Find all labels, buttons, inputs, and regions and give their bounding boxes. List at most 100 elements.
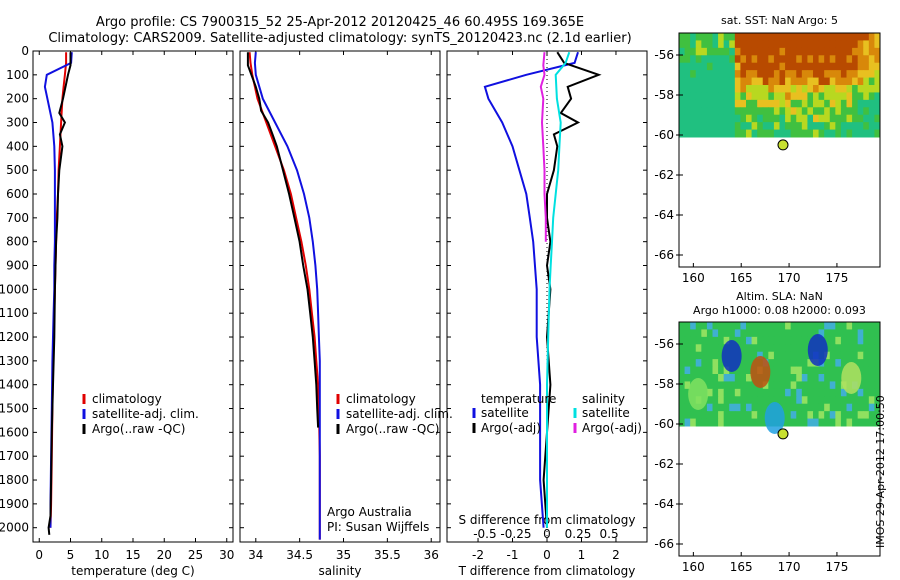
figure-title-line1: Argo profile: CS 7900315_52 25-Apr-2012 … [95, 15, 585, 30]
sla-eddy [841, 362, 862, 394]
temperature-xtick-label: 10 [94, 548, 109, 562]
sla_map-xtick-label: 160 [682, 560, 705, 574]
depth-tick-label: 300 [6, 116, 29, 130]
sst_map-xtick-label: 170 [778, 271, 801, 285]
salinity-diff-tick-label: 0 [543, 527, 551, 541]
sla_map-xtick-label: 165 [730, 560, 753, 574]
sst-map-title: sat. SST: NaN Argo: 5 [721, 14, 838, 27]
difference-xtick-label: 2 [612, 548, 620, 562]
temperature-legend-label: satellite-adj. clim. [92, 407, 199, 421]
sla_map-ytick-label: -58 [654, 377, 674, 391]
difference-series-salinity-sat_salinity [546, 51, 571, 528]
difference-series-temperature-argo [542, 51, 602, 528]
sst_map-xtick-label: 175 [825, 271, 848, 285]
salinity-xlabel: salinity [318, 564, 361, 578]
salinity-diff-tick-label: 0.25 [565, 527, 592, 541]
sla-map-subtitle: Argo h1000: 0.08 h2000: 0.093 [693, 304, 866, 317]
sst_map-ytick-label: -58 [654, 88, 674, 102]
sst_map-ytick-label: -56 [654, 48, 674, 62]
salinity-legend-label: Argo(..raw -QC) [346, 422, 439, 436]
salinity-legend-label: climatology [346, 392, 416, 406]
temperature-xtick-label: 15 [125, 548, 140, 562]
sla-eddy [688, 378, 709, 410]
salinity-xtick-label: 34 [248, 548, 263, 562]
temperature-series-argo [47, 52, 72, 535]
sst_map-ytick-label: -62 [654, 168, 674, 182]
temperature-xtick-label: 5 [67, 548, 75, 562]
sst_map-field [679, 33, 881, 138]
temperature-axes-frame [32, 50, 234, 543]
difference-xlabel: T difference from climatology [458, 564, 636, 578]
difference-xtick-label: 1 [578, 548, 586, 562]
float-owner-label: PI: Susan Wijffels [327, 520, 429, 534]
salinity-xtick-label: 36 [424, 548, 439, 562]
difference-series-temperature-satellite [483, 51, 579, 528]
depth-tick-label: 1000 [0, 282, 29, 296]
depth-tick-label: 2000 [0, 521, 29, 535]
difference-legend-label: satellite [582, 406, 630, 420]
temperature-xtick-label: 20 [157, 548, 172, 562]
difference-xtick-label: -1 [507, 548, 519, 562]
sla_map-ytick-label: -62 [654, 457, 674, 471]
sla_map-field [679, 322, 881, 434]
difference-series-salinity-argo_adj_salinity [539, 52, 547, 242]
sla-eddy [750, 356, 771, 388]
legend-title-salinity: salinity [582, 392, 625, 406]
depth-tick-label: 1200 [0, 330, 29, 344]
sla-map-title: Altim. SLA: NaN [736, 290, 823, 303]
difference-xtick-label: 0 [543, 548, 551, 562]
difference-legend-label: Argo(-adj) [582, 421, 642, 435]
depth-tick-label: 1500 [0, 402, 29, 416]
depth-tick-label: 1600 [0, 425, 29, 439]
sla_map-ytick-label: -64 [654, 497, 674, 511]
sla_map-argo-marker [777, 428, 789, 440]
salinity-xtick-label: 34.5 [286, 548, 313, 562]
depth-tick-label: 200 [6, 92, 29, 106]
sst_map-argo-marker [777, 139, 789, 151]
salinity-xtick-label: 35 [336, 548, 351, 562]
temperature-legend-label: climatology [92, 392, 162, 406]
sla-eddy [721, 340, 742, 372]
legend-title-temperature: temperature [481, 392, 556, 406]
depth-tick-label: 1300 [0, 354, 29, 368]
depth-tick-label: 1100 [0, 306, 29, 320]
salinity-legend-label: satellite-adj. clim. [346, 407, 453, 421]
sst_map-xtick-label: 165 [730, 271, 753, 285]
sla_map-ytick-label: -66 [654, 537, 674, 551]
imos-timestamp: IMOS 29-Apr-2012 17:00:50 [874, 395, 887, 548]
sla_map-ytick-label: -60 [654, 417, 674, 431]
depth-tick-label: 0 [21, 44, 29, 58]
sla_map-ytick-label: -56 [654, 337, 674, 351]
salinity-xtick-label: 35.5 [374, 548, 401, 562]
temperature-legend-label: Argo(..raw -QC) [92, 422, 185, 436]
sst_map-ytick-label: -60 [654, 128, 674, 142]
depth-tick-label: 500 [6, 163, 29, 177]
depth-tick-label: 700 [6, 211, 29, 225]
depth-tick-label: 600 [6, 187, 29, 201]
difference-legend-label: satellite [481, 406, 529, 420]
temperature-xlabel: temperature (deg C) [71, 564, 194, 578]
sla-eddy [764, 402, 785, 434]
sla_map-xtick-label: 175 [825, 560, 848, 574]
depth-tick-label: 1900 [0, 497, 29, 511]
depth-tick-label: 1700 [0, 449, 29, 463]
float-owner-label: Argo Australia [327, 505, 412, 519]
sst_map-ytick-label: -64 [654, 208, 674, 222]
depth-tick-label: 1800 [0, 473, 29, 487]
depth-tick-label: 400 [6, 139, 29, 153]
salinity-diff-tick-label: -0.5 [473, 527, 496, 541]
sla-eddy [807, 334, 828, 366]
sst_map-ytick-label: -66 [654, 248, 674, 262]
sla_map-xtick-label: 170 [778, 560, 801, 574]
sst_map-xtick-label: 160 [682, 271, 705, 285]
salinity-series-argo [246, 52, 320, 428]
figure-title-line2: Climatology: CARS2009. Satellite-adjuste… [48, 31, 632, 46]
temperature-xtick-label: 0 [35, 548, 43, 562]
temperature-xtick-label: 25 [188, 548, 203, 562]
depth-tick-label: 100 [6, 68, 29, 82]
salinity-diff-tick-label: 0.5 [600, 527, 619, 541]
salinity-series-satellite [253, 52, 321, 540]
sla_map-frame [678, 321, 881, 557]
salinity-axes-frame [239, 50, 441, 543]
